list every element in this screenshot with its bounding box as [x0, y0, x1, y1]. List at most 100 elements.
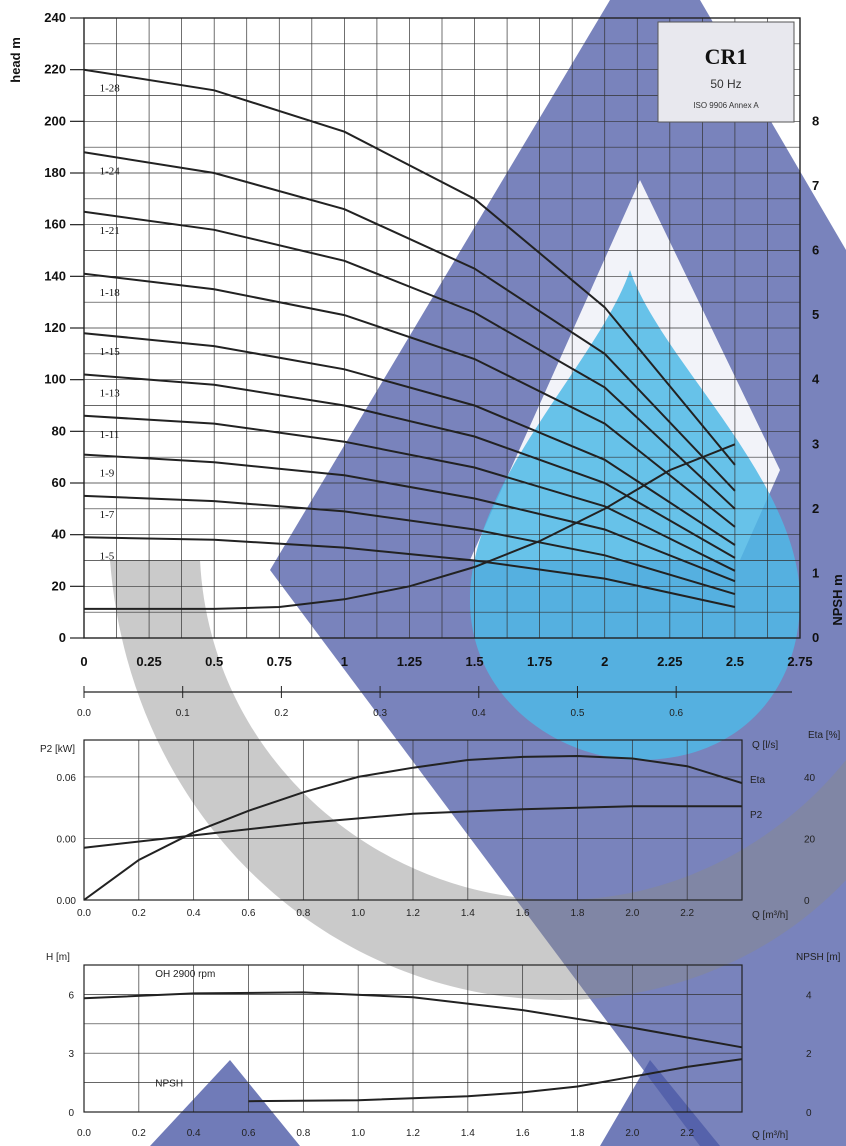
x-tick-label: 0.5: [205, 654, 223, 669]
x-tick-label: 1.0: [351, 1128, 365, 1139]
series-label: 1-13: [100, 388, 121, 400]
x-tick-label: 0.2: [132, 1128, 146, 1139]
ls-tick-label: 0.3: [373, 708, 387, 719]
x-tick-label: 0.0: [77, 908, 91, 919]
ls-tick-label: 0.5: [571, 708, 585, 719]
y2-tick-label: 6: [812, 243, 819, 258]
series-line-1-18: [83, 272, 736, 528]
x-tick-label: 2: [601, 654, 608, 669]
y2-tick-label: 0: [804, 896, 810, 907]
x-tick-label: 0.0: [77, 1128, 91, 1139]
ls-tick-label: 0.2: [274, 708, 288, 719]
watermark-logo: [110, 0, 846, 1146]
series-label: 1-18: [100, 287, 121, 299]
ls-tick-label: 0.0: [77, 708, 91, 719]
series-label: 1-28: [100, 83, 121, 95]
x-tick-label: 0.25: [136, 654, 161, 669]
x-tick-label: 0.75: [267, 654, 292, 669]
y-tick-label: 160: [44, 217, 66, 232]
series-line-Eta: [83, 754, 743, 901]
x-tick-label: 1.25: [397, 654, 422, 669]
y-tick-label: 0.00: [57, 896, 77, 907]
x-tick-label: 2.0: [625, 908, 639, 919]
series-label: 1-24: [100, 165, 121, 177]
y2-tick-label: 0: [806, 1108, 812, 1119]
power-efficiency-panel: 0.0 0.1 0.2 0.3 0.4 0.5 0.6Q [l/s]0.000.000.06…: [40, 686, 840, 921]
x-tick-label: 1.5: [466, 654, 484, 669]
x-tick-label: 1.75: [527, 654, 552, 669]
x-tick-label: 1.6: [516, 908, 530, 919]
ls-axis-title: Q [l/s]: [752, 740, 778, 751]
y2-axis-title: NPSH m: [830, 574, 845, 625]
y2-tick-label: 3: [812, 436, 819, 451]
series-line-1-15: [83, 332, 736, 546]
plot-frame: [83, 739, 743, 901]
x-tick-label: 1.6: [516, 1128, 530, 1139]
x-tick-label: 0.2: [132, 908, 146, 919]
y2-axis-title: Eta [%]: [808, 730, 840, 741]
x-tick-label: 1.0: [351, 908, 365, 919]
y2-tick-label: 5: [812, 307, 819, 322]
x-tick-label: 1.4: [461, 908, 475, 919]
y-tick-label: 0: [68, 1108, 74, 1119]
y2-tick-label: 1: [812, 565, 819, 580]
y2-tick-label: 7: [812, 178, 819, 193]
plot-frame: [83, 964, 743, 1113]
series-line-OH-2900-rpm: [83, 991, 743, 1049]
x-tick-label: 0.4: [187, 1128, 201, 1139]
y-tick-label: 0.00: [57, 834, 77, 845]
y-tick-label: 200: [44, 113, 66, 128]
x-tick-label: 0: [80, 654, 87, 669]
series-line-1-21: [83, 210, 736, 510]
x-tick-label: 0.8: [296, 908, 310, 919]
x-tick-label: 1: [341, 654, 348, 669]
y-tick-label: 40: [52, 527, 66, 542]
y-tick-label: 220: [44, 62, 66, 77]
npsh-curve: [84, 443, 736, 610]
y-tick-label: 140: [44, 268, 66, 283]
x-tick-label: 2.75: [787, 654, 812, 669]
y-tick-label: 20: [52, 578, 66, 593]
x-tick-label: 2.2: [680, 908, 694, 919]
series-line-1-5: [83, 536, 736, 608]
legend-title: CR1: [705, 44, 748, 69]
y2-tick-label: 4: [806, 990, 812, 1001]
y-tick-label: 80: [52, 423, 66, 438]
y2-tick-label: 20: [804, 834, 816, 845]
y2-tick-label: 40: [804, 773, 816, 784]
x-tick-label: 0.8: [296, 1128, 310, 1139]
y2-axis-title: NPSH [m]: [796, 952, 841, 963]
x-tick-label: 1.8: [571, 1128, 585, 1139]
series-label: 1-7: [100, 509, 115, 521]
x-axis-title: Q [m³/h]: [752, 910, 788, 921]
x-tick-label: 2.2: [680, 1128, 694, 1139]
y-tick-label: 6: [68, 990, 74, 1001]
series-line-NPSH: [248, 1058, 743, 1103]
x-tick-label: 1.2: [406, 908, 420, 919]
y-axis-title: H [m]: [46, 952, 70, 963]
x-tick-label: 1.8: [571, 908, 585, 919]
series-label: P2: [750, 810, 763, 821]
y-tick-label: 180: [44, 165, 66, 180]
single-stage-panel: 0 3 6 0 2 4 0.0 0.2 0.4 0.6 0.8 1.0 1.2 1.4 1.6 1.8 2.0 2…: [46, 952, 841, 1141]
legend-box: CR1 50 Hz ISO 9906 Annex A: [657, 21, 795, 123]
y-tick-label: 60: [52, 475, 66, 490]
series-label: NPSH: [155, 1079, 183, 1090]
series-label: 1-21: [100, 225, 120, 237]
series-line-1-7: [83, 494, 736, 596]
x-tick-label: 0.6: [242, 908, 256, 919]
legend-standard: ISO 9906 Annex A: [693, 101, 759, 110]
y2-tick-label: 0: [812, 630, 819, 645]
x-axis-title: Q [m³/h]: [752, 1130, 788, 1141]
y2-tick-label: 4: [812, 372, 820, 387]
x-tick-label: 2.0: [625, 1128, 639, 1139]
x-tick-label: 2.25: [657, 654, 682, 669]
x-tick-label: 2.5: [726, 654, 744, 669]
x-tick-label: 1.4: [461, 1128, 475, 1139]
y-axis-title: head m: [8, 37, 23, 83]
series-line-1-11: [83, 414, 736, 572]
y-tick-label: 120: [44, 320, 66, 335]
series-label: 1-15: [100, 346, 121, 358]
